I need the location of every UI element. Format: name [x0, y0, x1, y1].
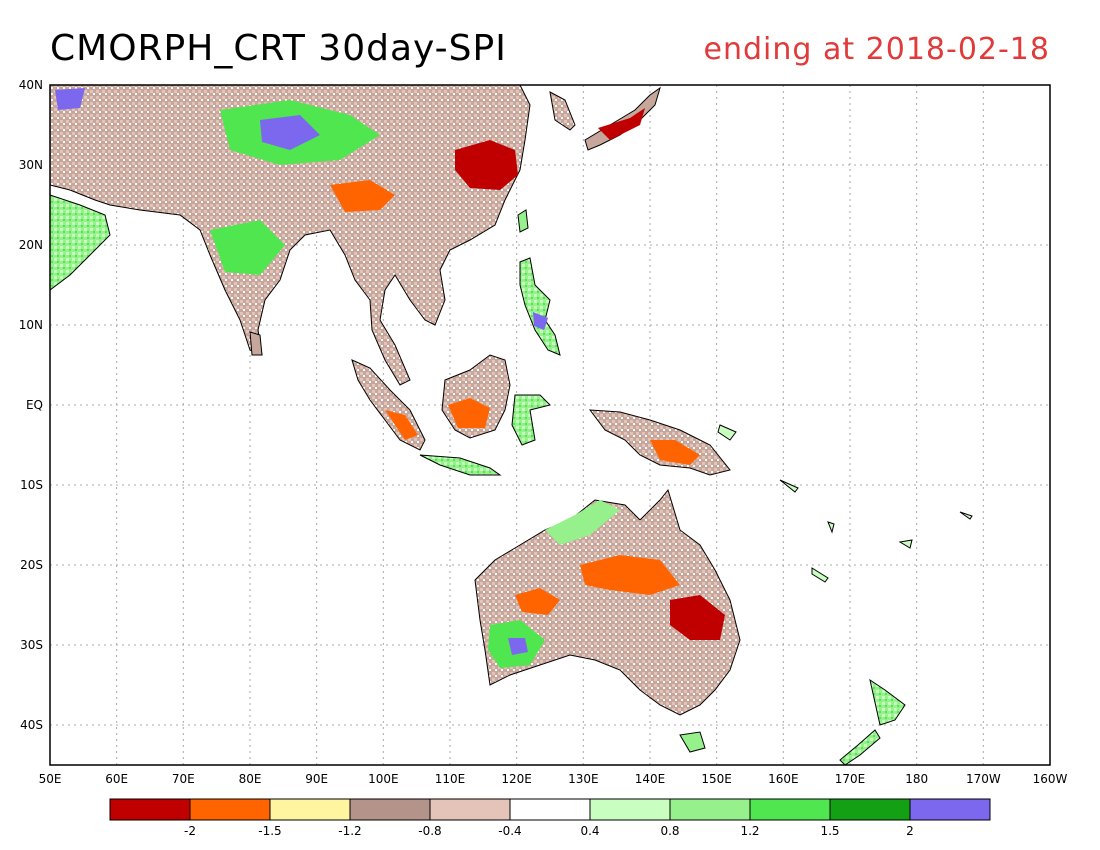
color-legend: -2 -1.5 -1.2 -0.8 -0.4 0.4 0.8 1.2 1.5 2 [109, 798, 991, 838]
lon-tick-label: 120E [501, 772, 532, 786]
lat-tick-label: 40S [20, 718, 43, 732]
dry-patch-sumatra [385, 410, 418, 440]
legend-label: 0.4 [580, 824, 599, 838]
land-japan [584, 86, 661, 151]
land-philippines [519, 257, 561, 356]
lon-tick-label: 60E [105, 772, 128, 786]
dry-patch-china [330, 180, 395, 212]
lon-tick-label: 140E [635, 772, 666, 786]
lat-tick-label: 30S [20, 638, 43, 652]
land-australia [474, 488, 741, 716]
wet-patch-tibet-purple [260, 115, 320, 150]
legend-swatch [349, 798, 431, 821]
lat-tick-label: 40N [19, 78, 43, 92]
land-java [419, 454, 502, 476]
legend-label: -0.4 [498, 824, 521, 838]
land-layer [50, 85, 973, 765]
land-new-zealand-south [839, 729, 881, 765]
longitude-labels: 50E 60E 70E 80E 90E 100E 110E 120E 130E 140E 150E 1… [39, 772, 1068, 786]
lat-tick-label: 20S [20, 558, 43, 572]
lon-tick-label: 130E [568, 772, 599, 786]
land-sulawesi [511, 394, 551, 446]
legend-swatch [189, 798, 271, 821]
legend-swatch [509, 798, 591, 821]
lat-tick-label: 30N [19, 158, 43, 172]
lat-tick-label: 20N [19, 238, 43, 252]
map-title: CMORPH_CRT 30day-SPI [50, 28, 507, 69]
land-taiwan [517, 209, 529, 233]
land-korea [549, 91, 576, 131]
dry-patch-japan [598, 108, 645, 140]
legend-label: -1.2 [338, 824, 361, 838]
wet-patch-northwest [55, 88, 85, 110]
dry-patch-borneo [448, 398, 490, 428]
legend-swatch [909, 798, 991, 821]
wet-patch-sw-australia-purple [508, 638, 528, 655]
lon-tick-label: 180 [905, 772, 928, 786]
legend-label: 0.8 [660, 824, 679, 838]
lon-tick-label: 160E [768, 772, 799, 786]
lon-tick-label: 100E [368, 772, 399, 786]
lon-tick-label: 70E [172, 772, 195, 786]
legend-swatch [829, 798, 911, 821]
land-islands [717, 424, 973, 583]
legend-swatch [269, 798, 351, 821]
legend-swatch [109, 798, 191, 821]
land-tasmania [679, 731, 706, 753]
wet-patch-india [210, 220, 285, 275]
legend-swatch [749, 798, 831, 821]
lon-tick-label: 90E [305, 772, 328, 786]
dry-patch-australia-north [580, 555, 680, 595]
legend-label: -2 [184, 824, 196, 838]
dry-patch-wa [515, 588, 560, 615]
latitude-labels: 40N 30N 20N 10N EQ 10S 20S 30S 40S [19, 78, 43, 732]
lon-tick-label: 150E [701, 772, 732, 786]
legend-label: 2 [906, 824, 914, 838]
legend-swatch [589, 798, 671, 821]
map-frame [49, 84, 1051, 766]
lon-tick-label: 110E [435, 772, 466, 786]
lat-tick-label: EQ [26, 398, 43, 412]
legend-label: -1.5 [258, 824, 281, 838]
lat-tick-label: 10S [20, 478, 43, 492]
dry-patch-png [650, 440, 700, 465]
lon-tick-label: 160W [1033, 772, 1068, 786]
land-sri-lanka [249, 331, 263, 356]
dry-patch-east-australia [670, 595, 725, 640]
lon-tick-label: 170W [966, 772, 1001, 786]
wet-patch-nw-australia [545, 500, 620, 545]
legend-swatch [669, 798, 751, 821]
lon-tick-label: 170E [835, 772, 866, 786]
lat-tick-label: 10N [19, 318, 43, 332]
land-arabia [50, 194, 111, 291]
legend-label: 1.2 [740, 824, 759, 838]
legend-swatch [429, 798, 511, 821]
legend-label: 1.5 [820, 824, 839, 838]
legend-label: -0.8 [418, 824, 441, 838]
lon-tick-label: 50E [39, 772, 62, 786]
dry-patch-east-china [455, 140, 518, 190]
map-subtitle-date: ending at 2018-02-18 [703, 32, 1050, 67]
lon-tick-label: 80E [239, 772, 262, 786]
land-new-zealand-north [869, 678, 906, 726]
land-asia [50, 85, 531, 386]
wet-patch-philippines [533, 312, 548, 330]
